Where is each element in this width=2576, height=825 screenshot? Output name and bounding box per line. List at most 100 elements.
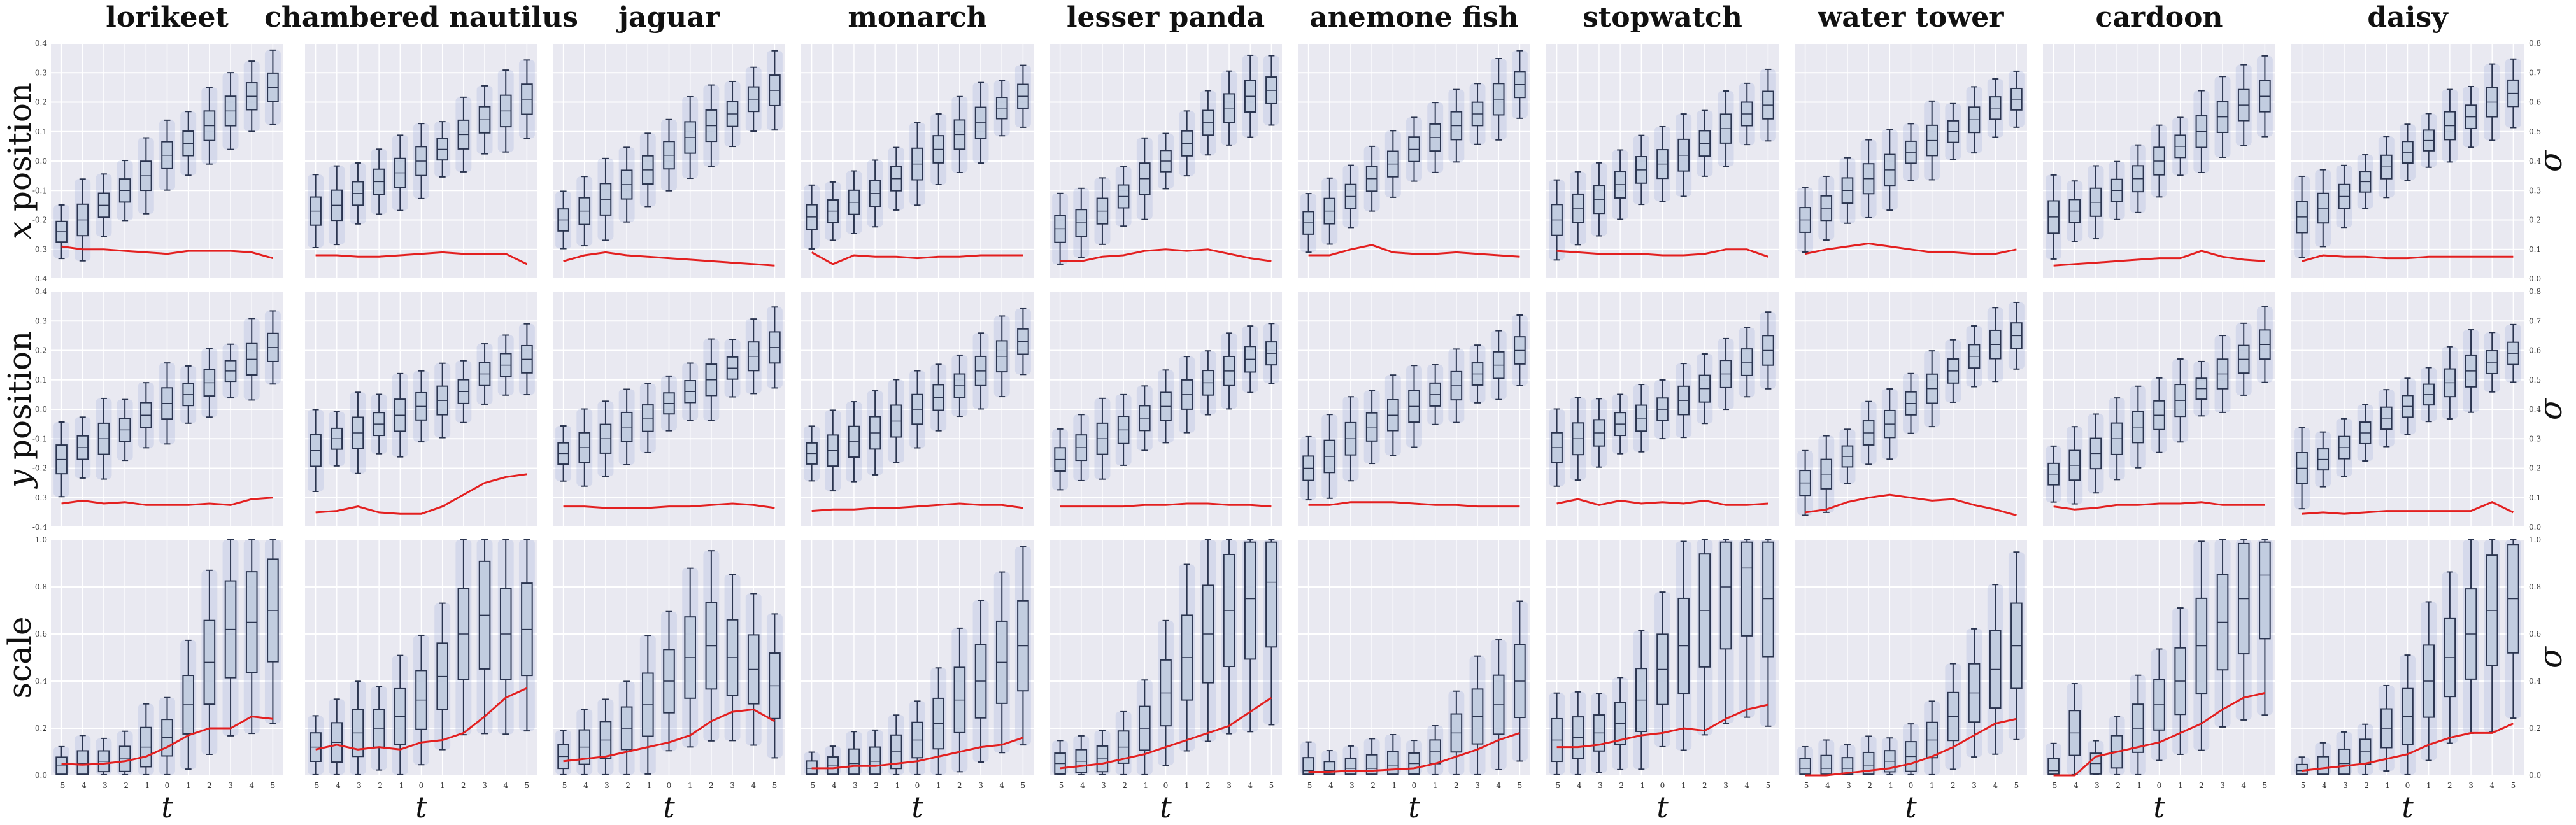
panel-0-3 — [801, 43, 1034, 279]
sigma-tick-label: 0.5 — [2529, 127, 2541, 136]
panel-0-2 — [553, 43, 785, 279]
x-tick-label: -3 — [1595, 781, 1603, 790]
box — [1820, 754, 1833, 775]
x-tick-label: -1 — [2134, 781, 2142, 790]
x-tick-label: 2 — [2447, 781, 2452, 790]
x-tick-label: 4 — [1744, 781, 1749, 790]
x-tick-label: -2 — [2361, 781, 2369, 790]
x-tick-label: -4 — [581, 781, 588, 790]
y-tick-label: 0.4 — [35, 39, 47, 48]
x-axis-label: t — [2153, 790, 2165, 824]
x-tick-label: 1 — [688, 781, 693, 790]
sigma-tick-label: 0.2 — [2529, 464, 2541, 473]
panel-2-1: -5 -4 -3 -2 -1 0 1 2 3 4 5 t — [305, 539, 537, 824]
x-tick-label: -5 — [1057, 781, 1064, 790]
x-tick-label: -2 — [121, 781, 129, 790]
x-tick-label: -4 — [2319, 781, 2327, 790]
row-label-rest-1: position — [1, 331, 38, 470]
panel-2-3: -5 -4 -3 -2 -1 0 1 2 3 4 5 t — [801, 539, 1034, 824]
row-label-var-0: x — [1, 222, 38, 239]
x-tick-label: 4 — [1993, 781, 1998, 790]
row-label-1: y position — [1, 331, 38, 489]
x-tick-label: 5 — [1518, 781, 1523, 790]
sigma-tick-label: 0.8 — [2529, 582, 2541, 591]
x-tick-label: -4 — [829, 781, 837, 790]
x-tick-label: -4 — [1574, 781, 1582, 790]
y-tick-label: -0.3 — [32, 493, 47, 502]
panel-2-2: -5 -4 -3 -2 -1 0 1 2 3 4 5 t — [553, 539, 785, 824]
x-tick-label: 2 — [207, 781, 212, 790]
box — [1302, 757, 1314, 775]
x-tick-label: 1 — [936, 781, 941, 790]
x-tick-label: -4 — [1078, 781, 1085, 790]
panel-1-3 — [801, 291, 1034, 528]
sigma-line — [563, 502, 775, 509]
box — [2047, 758, 2060, 775]
x-tick-label: 4 — [2489, 781, 2494, 790]
x-tick-label: 1 — [1433, 781, 1438, 790]
x-tick-label: 0 — [1660, 781, 1665, 790]
sigma-line — [811, 251, 1023, 265]
x-tick-label: 5 — [2511, 781, 2516, 790]
x-tick-label: 2 — [1206, 781, 1211, 790]
sigma-line — [1556, 498, 1768, 506]
x-tick-label: -1 — [142, 781, 150, 790]
x-tick-label: -5 — [58, 781, 66, 790]
panel-2-9: 0.0 0.2 0.4 0.6 0.8 1.0 -5 -4 -3 -2 -1 0 1 2 3 4 5 t — [2291, 535, 2541, 824]
x-tick-label: -5 — [312, 781, 320, 790]
sigma-line — [1805, 493, 2017, 516]
sigma-line — [1556, 703, 1768, 749]
x-tick-label: -4 — [1823, 781, 1830, 790]
sigma-tick-label: 0.3 — [2529, 434, 2541, 443]
sigma-line — [1060, 502, 1272, 508]
x-tick-label: 2 — [461, 781, 466, 790]
y-tick-label: -0.1 — [32, 434, 47, 443]
x-tick-label: -5 — [1553, 781, 1561, 790]
sigma-line — [1308, 501, 1520, 508]
box — [848, 748, 860, 775]
panel-0-5 — [1298, 43, 1530, 279]
x-tick-label: 4 — [249, 781, 254, 790]
x-tick-label: 0 — [2405, 781, 2410, 790]
x-tick-label: -5 — [560, 781, 567, 790]
sigma-tick-label: 0.1 — [2529, 493, 2541, 502]
x-tick-label: 3 — [482, 781, 487, 790]
panel-0-9: 0.0 0.1 0.2 0.3 0.4 0.5 0.6 0.7 0.8 — [2291, 39, 2541, 283]
x-tick-label: 3 — [730, 781, 735, 790]
sigma-line — [1556, 248, 1768, 258]
x-tick-label: -1 — [1389, 781, 1397, 790]
x-tick-label: -3 — [850, 781, 858, 790]
box — [1244, 541, 1256, 660]
sigma-tick-label: 0.0 — [2529, 523, 2541, 532]
panel-1-8 — [2043, 291, 2275, 528]
sigma-line — [1805, 242, 2017, 255]
x-tick-label: -5 — [2050, 781, 2058, 790]
x-tick-label: 5 — [271, 781, 276, 790]
panel-2-0: 0.0 0.2 0.4 0.6 0.8 1.0 -5 -4 -3 -2 -1 0 1 2 3 4 5 t — [35, 535, 283, 824]
row-label-var-1: y — [1, 469, 38, 489]
sigma-tick-label: 0.2 — [2529, 724, 2541, 733]
panel-1-4 — [1050, 291, 1282, 528]
x-tick-label: 5 — [772, 781, 778, 790]
y-tick-label: 0.3 — [35, 68, 47, 77]
box — [2338, 748, 2351, 775]
x-axis-label: t — [911, 790, 923, 824]
x-tick-label: -1 — [892, 781, 900, 790]
x-tick-label: -1 — [2382, 781, 2390, 790]
sigma-tick-label: 0.8 — [2529, 287, 2541, 296]
x-tick-label: 5 — [2014, 781, 2019, 790]
x-tick-label: -1 — [1141, 781, 1148, 790]
box — [1365, 754, 1378, 775]
sigma-tick-label: 0.2 — [2529, 216, 2541, 225]
x-tick-label: -4 — [1326, 781, 1334, 790]
y-tick-label: 0.2 — [35, 98, 47, 107]
column-title-3: monarch — [848, 1, 986, 34]
y-tick-label: 0.2 — [35, 724, 47, 733]
sigma-tick-label: 0.8 — [2529, 39, 2541, 48]
sigma-line — [2302, 501, 2514, 515]
x-tick-label: 4 — [1496, 781, 1501, 790]
x-tick-label: -2 — [1616, 781, 1624, 790]
box — [1387, 751, 1399, 775]
x-tick-label: 0 — [419, 781, 424, 790]
x-tick-label: -1 — [1886, 781, 1893, 790]
